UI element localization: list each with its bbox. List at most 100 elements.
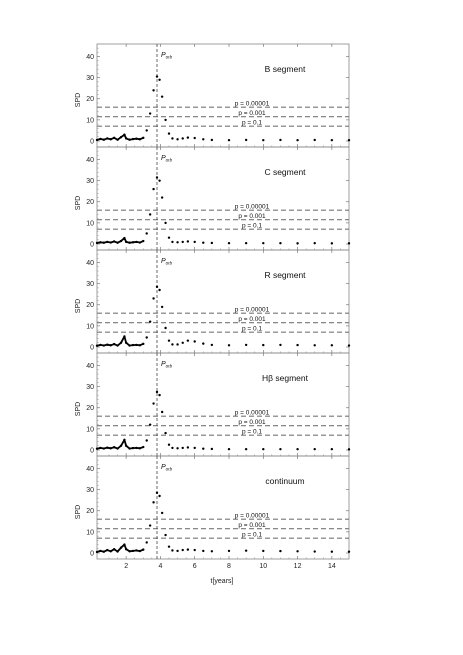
data-point: [244, 241, 248, 245]
y-tick-label: 40: [86, 157, 94, 164]
threshold-label: p = 0.00001: [235, 513, 270, 520]
data-point: [95, 241, 99, 245]
segment-title: C segment: [264, 167, 306, 177]
data-point: [330, 550, 334, 553]
data-point: [109, 241, 112, 244]
y-axis-label-4: SPD: [75, 402, 82, 416]
data-point: [99, 241, 102, 244]
data-point: [148, 320, 152, 323]
porb-label: Porb: [161, 155, 173, 163]
data-point: [135, 137, 138, 140]
data-point: [171, 446, 174, 450]
data-point: [210, 138, 214, 142]
threshold-label: p = 0.00001: [235, 307, 270, 314]
data-point: [193, 548, 196, 552]
panel-1: 0 10 20 30 40 p = 0.00001 p = 0.001 p = 0.1 Porb…: [86, 43, 351, 148]
data-point: [171, 549, 174, 552]
threshold-label: p = 0.001: [238, 213, 266, 220]
data-point: [164, 326, 167, 330]
data-point: [296, 447, 299, 451]
data-point: [186, 548, 190, 551]
data-point: [202, 549, 205, 553]
data-point: [102, 447, 106, 450]
x-tick-label: 10: [259, 563, 267, 570]
x-tick-label: 4: [158, 563, 162, 570]
data-point: [131, 549, 135, 553]
data-point: [102, 241, 106, 244]
porb-label: Porb: [161, 361, 173, 369]
data-point: [181, 548, 184, 552]
data-point: [279, 138, 282, 142]
data-point: [330, 138, 334, 142]
data-point: [313, 550, 316, 553]
porb-label: Porb: [161, 464, 173, 472]
data-point: [131, 343, 135, 347]
data-point: [106, 548, 109, 552]
threshold-label: p = 0.1: [242, 223, 262, 230]
data-point: [135, 343, 138, 347]
data-point: [123, 133, 126, 136]
data-point: [95, 344, 99, 347]
data-point: [135, 240, 138, 244]
data-point: [193, 446, 196, 450]
data-point: [244, 447, 248, 451]
data-point: [109, 138, 112, 141]
x-tick-label: 14: [328, 563, 336, 570]
data-point: [176, 138, 179, 141]
data-point: [145, 541, 148, 544]
porb-label: Porb: [161, 52, 173, 60]
data-point: [142, 548, 145, 551]
data-point: [106, 240, 109, 244]
data-point: [95, 447, 99, 450]
y-tick-label: 0: [90, 550, 94, 557]
y-tick-label: 10: [86, 117, 94, 124]
segment-title: B segment: [265, 64, 306, 74]
y-tick-label: 30: [86, 487, 94, 494]
y-tick-label: 30: [86, 75, 94, 82]
data-point: [145, 129, 148, 132]
data-point: [262, 549, 265, 553]
y-tick-label: 40: [86, 363, 94, 370]
porb-subscript: orb: [166, 467, 173, 472]
data-point: [158, 494, 161, 498]
data-point: [296, 343, 299, 347]
porb-subscript: orb: [166, 55, 173, 60]
data-point: [262, 447, 265, 451]
y-axis-label-5: SPD: [75, 505, 82, 519]
data-point: [330, 344, 334, 347]
data-point: [145, 232, 148, 235]
data-point: [123, 438, 126, 442]
data-point: [99, 549, 102, 553]
data-point: [123, 335, 126, 338]
data-point: [262, 343, 265, 347]
data-point: [347, 344, 351, 347]
data-point: [210, 241, 214, 245]
data-point: [347, 138, 351, 142]
data-point: [148, 423, 152, 426]
data-point: [279, 549, 282, 553]
data-point: [210, 550, 214, 553]
porb-subscript: orb: [166, 158, 173, 163]
data-point: [347, 550, 351, 553]
y-tick-label: 0: [90, 138, 94, 145]
data-point: [313, 138, 316, 142]
y-axis-label-1: SPD: [75, 93, 82, 107]
panel-3: 0 10 20 30 40 p = 0.00001 p = 0.001 p = 0.1 Porb…: [86, 249, 351, 354]
data-point: [296, 242, 299, 245]
data-point: [227, 447, 231, 451]
data-point: [128, 138, 131, 141]
panel-frame: [96, 249, 350, 354]
data-point: [176, 343, 179, 346]
data-point: [119, 546, 123, 549]
data-point: [106, 343, 109, 346]
data-point: [330, 242, 334, 245]
y-tick-label: 0: [90, 241, 94, 248]
threshold-label: p = 0.001: [238, 110, 266, 117]
data-point: [152, 501, 155, 504]
data-point: [138, 138, 142, 141]
data-point: [119, 136, 123, 139]
threshold-label: p = 0.1: [242, 429, 262, 436]
data-point: [279, 447, 282, 451]
y-tick-label: 20: [86, 302, 94, 309]
